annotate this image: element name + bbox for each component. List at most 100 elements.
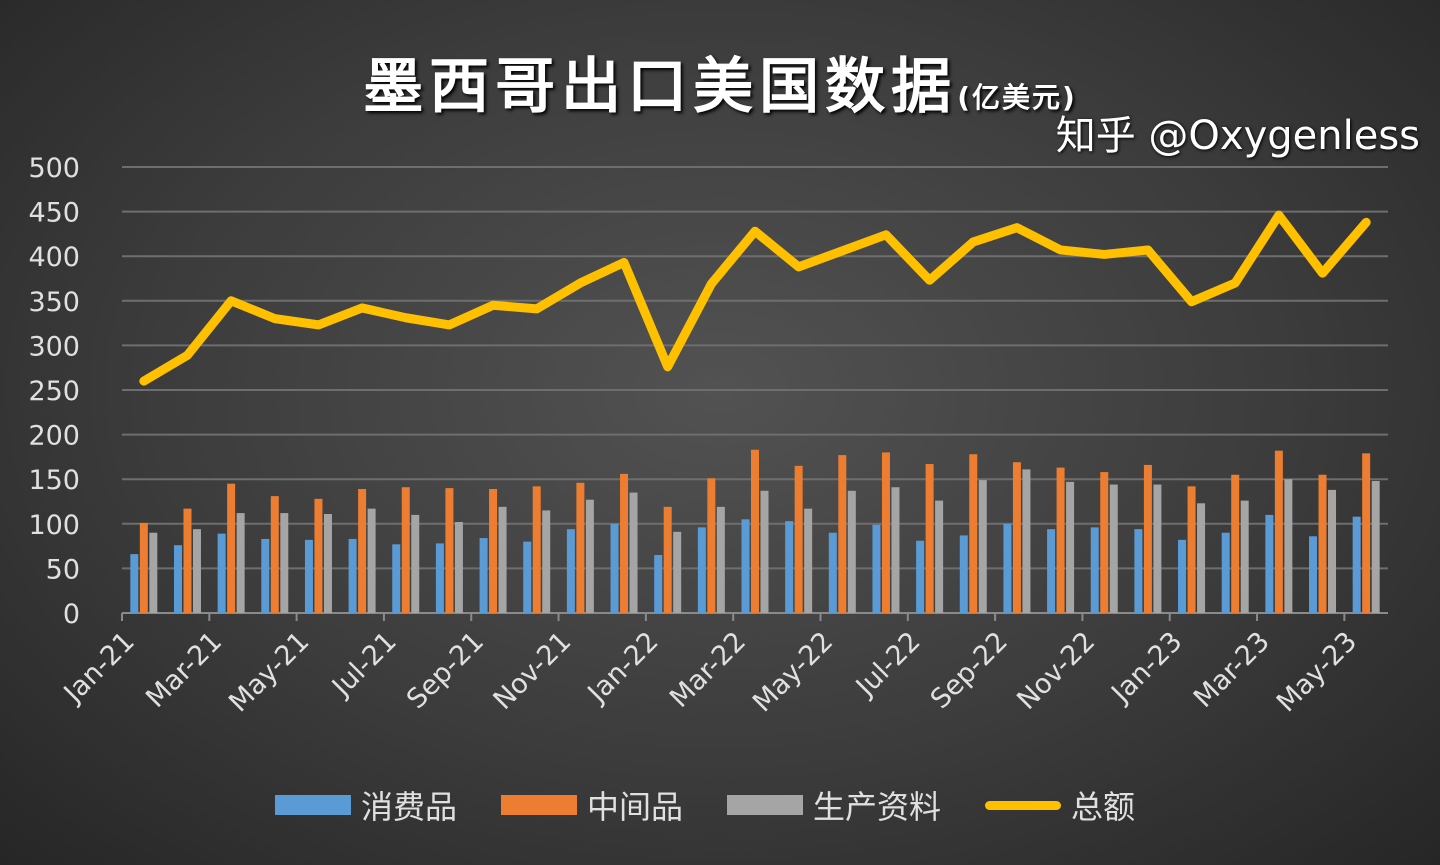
x-tick-label: May-23 <box>1271 626 1363 718</box>
legend-item-intermediate: 中间品 <box>501 782 683 828</box>
x-tick-label: Jul-21 <box>325 626 403 704</box>
bar-2-Dec-21 <box>629 492 638 613</box>
chart-title: 墨西哥出口美国数据(亿美元) <box>363 52 1077 122</box>
bar-0-Oct-21 <box>523 541 532 613</box>
x-tick-label: Nov-21 <box>487 626 577 716</box>
bar-2-Feb-22 <box>716 506 725 613</box>
legend-label: 生产资料 <box>813 788 942 826</box>
x-tick-label: Jan-22 <box>581 626 665 710</box>
bar-2-Oct-21 <box>542 510 551 613</box>
y-tick-label: 450 <box>28 198 80 229</box>
chart-unit: (亿美元) <box>957 81 1077 114</box>
x-tick-label: Jul-22 <box>849 626 927 704</box>
y-tick-label: 400 <box>28 242 80 273</box>
bar-0-Sep-22 <box>1003 523 1012 613</box>
bar-2-Sep-21 <box>498 506 507 613</box>
x-tick-label: Sep-21 <box>401 626 490 715</box>
total-line <box>139 210 1371 386</box>
bar-2-Mar-21 <box>236 513 245 613</box>
x-tick-label: May-21 <box>223 626 315 718</box>
x-tick-label: Jan-21 <box>57 626 141 710</box>
legend-item-consumer: 消费品 <box>275 782 457 828</box>
bar-1-Apr-22 <box>794 465 803 613</box>
bar-0-Mar-23 <box>1265 514 1274 613</box>
legend-swatch <box>275 795 351 815</box>
bar-2-Jun-21 <box>367 508 376 613</box>
bar-1-Feb-21 <box>183 508 192 613</box>
legend-label: 消费品 <box>361 788 458 826</box>
bar-1-Jul-22 <box>925 464 934 613</box>
legend-swatch <box>985 800 1062 810</box>
bar-2-Apr-22 <box>804 508 813 613</box>
bar-1-Sep-22 <box>1012 462 1021 613</box>
bar-2-Jun-22 <box>891 487 900 613</box>
bar-2-Aug-22 <box>978 480 987 613</box>
bar-0-Jan-21 <box>130 554 139 613</box>
y-tick-label: 0 <box>63 599 80 630</box>
y-tick-label: 300 <box>28 331 80 362</box>
bar-1-Nov-22 <box>1100 472 1109 613</box>
legend-item-capital: 生产资料 <box>727 782 941 828</box>
bar-1-May-21 <box>314 498 323 613</box>
bar-2-Oct-22 <box>1066 481 1075 613</box>
bar-1-Apr-21 <box>270 496 279 613</box>
bar-1-Jan-23 <box>1187 486 1196 613</box>
bar-2-Apr-23 <box>1328 489 1337 613</box>
bar-0-May-22 <box>828 532 837 613</box>
y-tick-label: 50 <box>46 554 80 585</box>
bar-0-Nov-21 <box>566 529 575 613</box>
bar-2-Aug-21 <box>454 522 463 613</box>
y-tick-label: 200 <box>28 421 80 452</box>
bar-1-Dec-22 <box>1143 464 1152 613</box>
bar-2-May-21 <box>323 513 332 613</box>
bar-1-Feb-23 <box>1231 474 1240 613</box>
y-tick-label: 250 <box>28 376 80 407</box>
bar-0-May-21 <box>304 539 313 613</box>
bar-0-Feb-22 <box>697 527 706 613</box>
x-tick-label: May-22 <box>747 626 839 718</box>
bar-2-Jul-21 <box>411 514 420 613</box>
bar-0-Aug-21 <box>435 543 444 613</box>
bar-2-Feb-21 <box>192 529 201 613</box>
bar-2-Mar-22 <box>760 490 769 613</box>
bar-0-Apr-22 <box>785 521 794 613</box>
watermark: 知乎 @Oxygenless <box>1055 113 1420 159</box>
bar-0-Feb-21 <box>173 545 182 613</box>
bar-0-Oct-22 <box>1047 529 1056 613</box>
legend: 消费品 中间品 生产资料 总额 <box>275 782 1179 828</box>
bar-1-Jan-22 <box>663 506 672 613</box>
bar-2-Jan-22 <box>673 531 682 613</box>
bar-2-Jan-21 <box>149 532 158 613</box>
bar-0-Jan-22 <box>654 555 663 613</box>
bar-1-Jun-21 <box>358 489 367 613</box>
bar-1-Apr-23 <box>1318 474 1327 613</box>
x-tick-label: Nov-22 <box>1011 626 1101 716</box>
bar-1-Dec-21 <box>620 473 629 613</box>
bar-0-Dec-21 <box>610 523 619 613</box>
bar-2-Feb-23 <box>1240 500 1249 613</box>
x-tick-label: Mar-23 <box>1188 626 1276 714</box>
y-tick-label: 100 <box>28 510 80 541</box>
bar-0-Aug-22 <box>959 535 968 613</box>
bar-1-Mar-22 <box>751 449 759 613</box>
bar-1-Jan-21 <box>139 522 148 613</box>
y-tick-label: 500 <box>28 153 80 184</box>
bar-2-Jul-22 <box>935 500 944 613</box>
bar-0-Mar-21 <box>217 533 226 613</box>
bar-2-Dec-22 <box>1153 484 1162 613</box>
bar-2-Mar-23 <box>1284 479 1293 613</box>
bar-0-Jul-22 <box>916 540 925 613</box>
bar-0-Apr-23 <box>1309 536 1318 613</box>
legend-swatch <box>501 795 578 815</box>
bar-2-May-23 <box>1371 480 1380 613</box>
bar-1-Nov-21 <box>576 482 585 613</box>
bar-1-Oct-22 <box>1056 467 1065 613</box>
bar-0-Apr-21 <box>261 538 270 613</box>
bar-0-May-23 <box>1352 516 1361 613</box>
x-tick-label: Jan-23 <box>1105 626 1189 710</box>
bar-2-Jan-23 <box>1197 503 1206 613</box>
bar-1-Aug-21 <box>445 488 454 613</box>
legend-item-total: 总额 <box>985 782 1135 828</box>
legend-label: 总额 <box>1071 788 1136 826</box>
